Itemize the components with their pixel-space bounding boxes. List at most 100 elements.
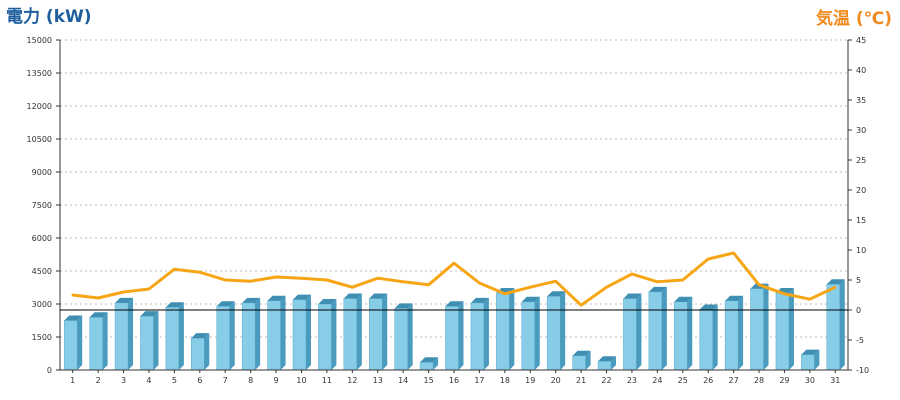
bar-top xyxy=(826,279,845,285)
bar-side xyxy=(763,283,769,370)
bar-front xyxy=(648,291,663,371)
bar-side xyxy=(661,286,667,370)
bar-side xyxy=(305,294,311,370)
bar-front xyxy=(267,300,281,371)
bar xyxy=(521,296,540,371)
bar-side xyxy=(611,356,617,370)
bar xyxy=(470,297,489,371)
temperature-point xyxy=(376,277,379,280)
right-tick-label: 25 xyxy=(856,156,866,165)
left-tick-label: 1500 xyxy=(32,333,52,342)
bar-top xyxy=(445,301,464,307)
temperature-point xyxy=(300,277,303,280)
left-tick-label: 10500 xyxy=(27,135,52,144)
bar-front xyxy=(801,354,815,371)
left-tick-label: 7500 xyxy=(32,201,52,210)
x-tick-label: 25 xyxy=(678,376,688,385)
x-tick-label: 7 xyxy=(223,376,228,385)
bar xyxy=(216,301,235,371)
bar-side xyxy=(102,312,108,370)
x-tick-label: 20 xyxy=(551,376,561,385)
x-tick-label: 29 xyxy=(779,376,789,385)
bar-top xyxy=(64,315,83,321)
bar-top xyxy=(420,357,439,363)
temperature-point xyxy=(605,286,608,289)
bar-top xyxy=(699,304,718,310)
temperature-point xyxy=(757,283,761,286)
bar-side xyxy=(178,302,184,370)
bar-side xyxy=(128,297,134,370)
temperature-point xyxy=(630,272,634,276)
x-tick-label: 22 xyxy=(601,376,611,385)
temperature-point xyxy=(452,262,456,265)
temperature-point xyxy=(529,286,532,289)
bar xyxy=(292,294,311,371)
temperature-point xyxy=(808,298,812,301)
left-tick-label: 4500 xyxy=(32,267,52,276)
bar-top xyxy=(598,356,617,362)
bar xyxy=(165,302,184,371)
bar-side xyxy=(77,315,83,370)
bar-side xyxy=(483,297,489,370)
left-axis-title: 電力 (kW) xyxy=(6,7,92,27)
bar xyxy=(597,356,617,371)
bar-front xyxy=(750,288,764,371)
temperature-point xyxy=(274,275,278,279)
x-tick-label: 1 xyxy=(70,376,75,385)
temperature-point xyxy=(351,286,354,289)
temperature-point xyxy=(783,292,786,295)
bar-top xyxy=(242,297,261,303)
bar-side xyxy=(636,293,642,370)
x-tick-label: 9 xyxy=(274,376,279,385)
bar-front xyxy=(140,315,154,371)
bar-front xyxy=(318,303,332,371)
temperature-point xyxy=(706,257,710,261)
x-tick-label: 30 xyxy=(805,376,815,385)
bar-top xyxy=(140,311,159,317)
bar xyxy=(394,303,413,371)
bar xyxy=(318,299,337,371)
bar xyxy=(241,297,261,371)
axes xyxy=(56,39,852,373)
left-tick-label: 12000 xyxy=(27,102,52,111)
temperature-point xyxy=(325,278,329,282)
bar-front xyxy=(165,307,180,371)
x-tick-label: 6 xyxy=(197,376,202,385)
right-tick-label: 5 xyxy=(856,276,861,285)
bar xyxy=(368,293,388,371)
bar-top xyxy=(343,293,362,299)
x-tick-label: 27 xyxy=(729,376,739,385)
bar-front xyxy=(470,302,485,371)
bar-front xyxy=(546,296,561,371)
bar-top xyxy=(470,297,489,303)
bar-front xyxy=(521,301,536,371)
right-tick-label: 35 xyxy=(856,96,866,105)
left-tick-label: 13500 xyxy=(27,69,52,78)
bar-top xyxy=(115,297,134,303)
x-tick-label: 5 xyxy=(172,376,177,385)
bar xyxy=(623,293,642,371)
bar-top xyxy=(725,295,744,301)
bar-top xyxy=(572,350,591,356)
bar xyxy=(496,288,515,371)
bar-side xyxy=(509,288,515,370)
x-tick-label: 10 xyxy=(296,376,306,385)
bar xyxy=(445,301,464,371)
bar-top xyxy=(801,349,820,355)
bar-front xyxy=(241,302,256,371)
bar xyxy=(419,357,439,371)
x-tick-label: 19 xyxy=(525,376,535,385)
right-tick-label: -5 xyxy=(856,336,864,345)
bar-front xyxy=(368,298,383,371)
bar xyxy=(826,279,845,371)
bar-side xyxy=(534,296,540,370)
bar-side xyxy=(204,333,210,370)
x-tick-label: 11 xyxy=(322,376,332,385)
bar-front xyxy=(343,298,358,371)
bar-front xyxy=(114,302,129,371)
x-tick-label: 16 xyxy=(449,376,459,385)
x-tick-label: 3 xyxy=(121,376,126,385)
bar xyxy=(191,333,210,371)
x-tick-label: 12 xyxy=(347,376,357,385)
